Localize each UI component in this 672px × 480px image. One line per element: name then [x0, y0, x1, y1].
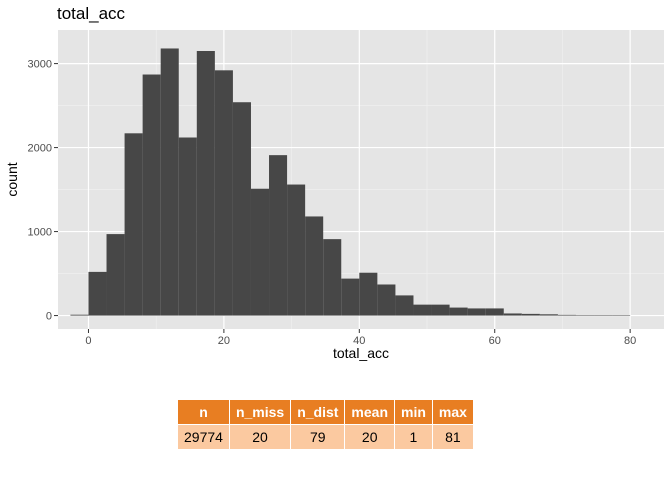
table-cell-mean: 20 [344, 424, 395, 450]
histogram-bar [503, 313, 522, 316]
x-tick-label: 80 [624, 335, 636, 347]
histogram-bar [232, 102, 251, 316]
histogram-bar [106, 234, 125, 316]
y-tick-label: 3000 [28, 59, 52, 71]
histogram-bar [341, 278, 360, 316]
histogram-bar [431, 304, 450, 316]
table-header-row: n n_miss n_dist mean min max [177, 399, 474, 425]
histogram-bar [557, 314, 576, 316]
table-header-mean: mean [344, 399, 395, 425]
histogram-bar [377, 284, 396, 316]
summary-stats-table: n n_miss n_dist mean min max 29774 20 79… [177, 399, 474, 450]
histogram-bar [612, 315, 631, 316]
table-row: 29774 20 79 20 1 81 [177, 424, 474, 450]
x-tick-label: 60 [489, 335, 501, 347]
table-header-n-dist: n_dist [290, 399, 346, 425]
table-cell-n-miss: 20 [228, 424, 292, 450]
x-tick-label: 20 [218, 335, 230, 347]
table-cell-n-dist: 79 [290, 424, 346, 450]
histogram-bar [88, 271, 107, 316]
histogram-bar [467, 308, 486, 316]
histogram-bar [305, 216, 324, 316]
chart-title: total_acc [57, 4, 126, 23]
histogram-bar [449, 307, 468, 316]
histogram-bar [575, 315, 595, 316]
histogram-bar [413, 304, 432, 316]
histogram-bar [287, 184, 306, 316]
histogram-bar [214, 70, 233, 316]
table-header-n: n [177, 399, 230, 425]
histogram-bar [196, 50, 215, 316]
y-axis-title: count [4, 162, 20, 196]
table-header-min: min [394, 399, 433, 425]
table-cell-n: 29774 [177, 424, 230, 450]
x-tick-label: 40 [353, 335, 365, 347]
histogram-bar [70, 314, 89, 316]
y-tick-label: 0 [46, 311, 52, 323]
histogram-bar [323, 239, 342, 316]
y-tick-label: 2000 [28, 143, 52, 155]
table-header-max: max [431, 399, 474, 425]
histogram-chart: 0 20 40 60 80 0 1000 2000 3000 total_acc count [4, 30, 664, 361]
histogram-bar [178, 137, 197, 316]
histogram-bar [142, 74, 161, 316]
x-tick-label: 0 [85, 335, 91, 347]
table-cell-max: 81 [431, 424, 474, 450]
histogram-bar [269, 155, 288, 316]
histogram-bar [359, 272, 378, 316]
histogram-bar [395, 295, 414, 316]
histogram-bar [521, 313, 540, 316]
histogram-bar [124, 133, 143, 316]
y-tick-label: 1000 [28, 227, 52, 239]
table-header-n-miss: n_miss [228, 399, 292, 425]
histogram-bar [250, 188, 270, 316]
histogram-bar [539, 314, 558, 316]
histogram-bar [160, 48, 179, 316]
table-cell-min: 1 [394, 424, 433, 450]
x-axis-title: total_acc [333, 345, 389, 361]
histogram-bar [485, 308, 504, 316]
histogram-bar [594, 315, 613, 316]
